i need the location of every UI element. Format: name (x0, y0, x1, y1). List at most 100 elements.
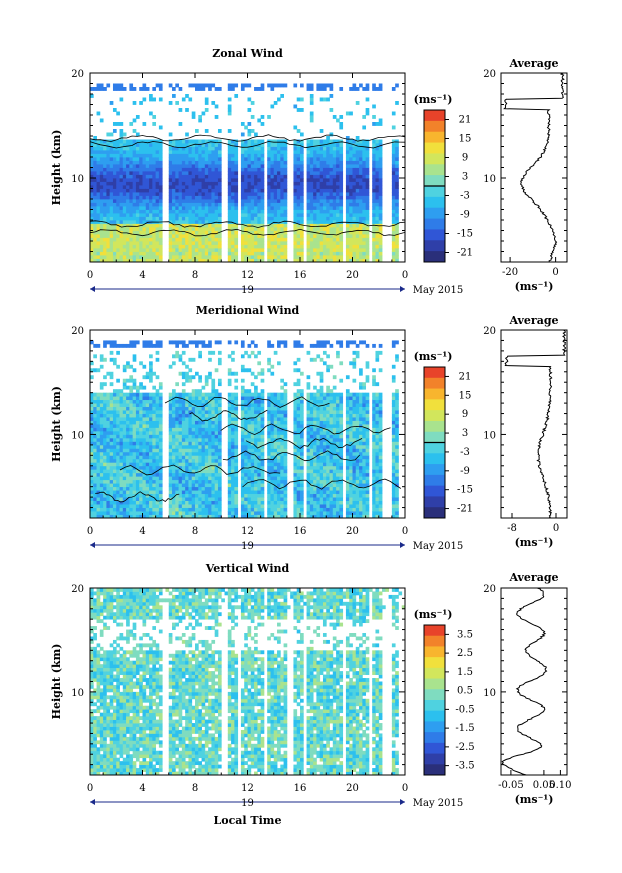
colorbar-label: (ms⁻¹) (414, 93, 453, 106)
panel-title: Vertical Wind (205, 562, 290, 575)
colorbar-tick-label: 1.5 (457, 667, 473, 678)
colorbar-swatch (424, 625, 445, 637)
profile-panel: Average 20 10 -0.05 0.050.10 (ms⁻¹) (483, 571, 571, 806)
colorbar-swatch (424, 186, 445, 198)
colorbar-tick-label: 3 (462, 172, 468, 183)
colorbar-swatch (424, 453, 445, 465)
day-label: 19 (241, 541, 254, 552)
colorbar-swatch (424, 431, 445, 443)
contour-line (220, 423, 391, 436)
profile-x-tick-label: -20 (502, 267, 518, 278)
colorbar-swatch (424, 507, 445, 519)
contour-line (242, 478, 402, 490)
x-tick-label: 0 (87, 526, 93, 537)
y-axis-label: Height (km) (50, 130, 63, 206)
colorbar-swatch (424, 657, 445, 669)
panel-3: Vertical Wind 0 4 8 12 16 20 0 20 10 Height (km) 19… (50, 562, 572, 827)
profile-line (503, 72, 565, 263)
day-label: 19 (241, 798, 254, 809)
colorbar-swatch (424, 367, 445, 379)
x-tick-label: 8 (192, 526, 198, 537)
x-tick-label: 8 (192, 783, 198, 794)
colorbar-swatch (424, 110, 445, 122)
x-tick-label: 16 (294, 270, 307, 281)
colorbar-tick-label: -0.5 (455, 704, 474, 715)
colorbar-tick-label: -1.5 (455, 723, 474, 734)
colorbar-tick-label: -9 (460, 466, 470, 477)
colorbar: (ms⁻¹) 3.5 2.5 1.5 0.5 -0.5 -1.5 -2.5 -3.5 (414, 608, 475, 776)
profile-x-tick-label: 0.10 (549, 780, 571, 791)
profile-x-tick-label: 0 (552, 267, 558, 278)
day-axis-arrow (90, 542, 95, 548)
colorbar-swatch (424, 700, 445, 712)
profile-frame (500, 587, 568, 776)
profile-y-tick-label: 20 (483, 584, 496, 595)
profile-title: Average (508, 314, 558, 327)
colorbar-swatch (424, 667, 445, 679)
colorbar-label: (ms⁻¹) (414, 350, 453, 363)
colorbar-swatch (424, 377, 445, 389)
colorbar-tick-label: -21 (457, 504, 473, 515)
contour-line (164, 396, 330, 408)
colorbar-swatch (424, 442, 445, 454)
colorbar-tick-label: -3 (460, 447, 470, 458)
y-tick-label: 10 (71, 430, 84, 441)
day-axis-arrow (90, 799, 95, 805)
colorbar-swatch (424, 464, 445, 476)
y-axis-label: Height (km) (50, 386, 63, 462)
profile-y-tick-label: 10 (483, 688, 496, 699)
colorbar-swatch (424, 142, 445, 154)
colorbar-frame (423, 624, 446, 776)
y-tick-label: 10 (71, 688, 84, 699)
x-axis-label: Local Time (214, 814, 282, 827)
contour-line (89, 141, 406, 149)
heatmap-cells (90, 83, 399, 263)
x-tick-label: 4 (139, 526, 145, 537)
colorbar-swatch (424, 175, 445, 187)
x-tick-label: 12 (241, 526, 254, 537)
x-tick-label: 0 (402, 526, 408, 537)
colorbar-swatch (424, 207, 445, 219)
x-tick-label: 4 (139, 270, 145, 281)
colorbar-tick-label: 2.5 (457, 648, 473, 659)
colorbar-swatch (424, 721, 445, 733)
colorbar-swatch (424, 710, 445, 722)
profile-panel: Average 20 10 -8 0 (ms⁻¹) (483, 314, 568, 549)
profile-y-tick-label: 20 (483, 326, 496, 337)
colorbar-tick-label: 3.5 (457, 629, 473, 640)
profile-frame (500, 72, 568, 263)
colorbar-swatch (424, 153, 445, 165)
y-tick-label: 20 (71, 326, 84, 337)
colorbar-tick-label: 3 (462, 428, 468, 439)
x-tick-label: 20 (346, 526, 359, 537)
colorbar-tick-label: -3.5 (455, 761, 474, 772)
colorbar-swatch (424, 410, 445, 422)
day-axis-arrow (400, 799, 405, 805)
month-label: May 2015 (413, 798, 463, 809)
contour-line (119, 464, 281, 476)
x-tick-label: 4 (139, 783, 145, 794)
x-tick-label: 16 (294, 783, 307, 794)
colorbar-swatch (424, 218, 445, 230)
x-tick-label: 20 (346, 783, 359, 794)
colorbar-swatch (424, 420, 445, 433)
profile-y-tick-label: 10 (483, 430, 496, 441)
colorbar-tick-label: -2.5 (455, 742, 474, 753)
contour-line (222, 450, 360, 462)
y-tick-label: 20 (71, 69, 84, 80)
profile-frame (500, 329, 568, 519)
panel-title: Zonal Wind (212, 47, 283, 60)
colorbar: (ms⁻¹) 21 15 9 3 -3 -9 -15 -21 (414, 93, 473, 263)
x-tick-label: 0 (87, 270, 93, 281)
x-tick-label: 12 (241, 783, 254, 794)
colorbar-swatch (424, 240, 445, 252)
contour-line (245, 437, 363, 449)
colorbar-tick-label: 15 (459, 390, 472, 401)
heatmap-cells (90, 340, 399, 519)
colorbar-swatch (424, 646, 445, 658)
colorbar-swatch (424, 635, 445, 647)
profile-x-tick-label: -0.05 (498, 780, 524, 791)
colorbar-swatch (424, 732, 445, 744)
x-tick-label: 0 (402, 783, 408, 794)
